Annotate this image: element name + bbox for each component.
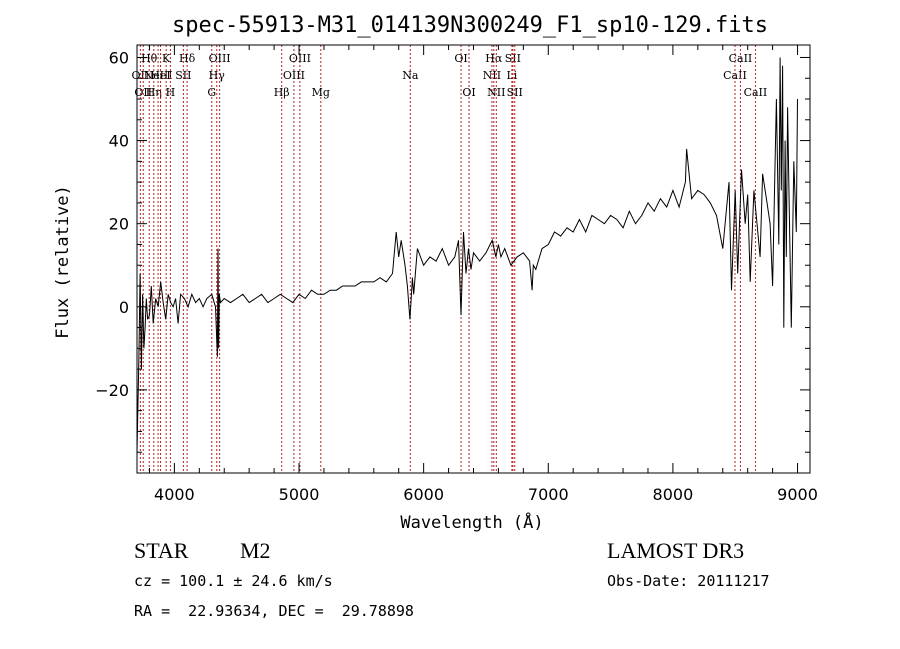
object-class: STAR — [134, 538, 189, 563]
ra-dec: RA = 22.93634, DEC = 29.78898 — [134, 602, 414, 620]
line-marker-label: Hβ — [274, 86, 290, 99]
line-marker-label: Na — [402, 69, 419, 82]
line-marker-label: OIII — [283, 69, 305, 82]
line-marker-label: OIII — [289, 52, 311, 65]
y-axis-label: Flux (relative) — [53, 185, 73, 339]
x-tick-label: 9000 — [777, 485, 818, 504]
y-tick-label: 40 — [109, 132, 129, 151]
plot-frame — [136, 44, 811, 474]
x-tick-label: 8000 — [653, 485, 694, 504]
line-marker-label: CaII — [744, 86, 768, 99]
y-tick-labels: −20 0 20 40 60 — [95, 48, 129, 399]
line-marker-label: HeI — [150, 69, 170, 82]
redshift-cz: cz = 100.1 ± 24.6 km/s — [134, 572, 333, 590]
line-marker-label: H — [166, 86, 176, 99]
y-tick-label: 60 — [109, 48, 129, 67]
x-tick-labels: 4000 5000 6000 7000 8000 9000 — [154, 485, 818, 504]
line-marker-label: Hδ — [179, 52, 196, 65]
spectrum-chart: spec-55913-M31_014139N300249_F1_sp10-129… — [53, 13, 818, 533]
line-marker-label: CaII — [723, 69, 747, 82]
line-marker-label: K — [162, 52, 171, 65]
x-tick-label: 6000 — [403, 485, 444, 504]
line-marker-label: Hθ — [141, 52, 158, 65]
x-tick-label: 4000 — [154, 485, 195, 504]
line-marker-label: CaII — [729, 52, 753, 65]
line-marker-label: OI — [454, 52, 467, 65]
line-marker-label: Hγ — [209, 69, 226, 82]
line-marker-label: Li — [506, 69, 517, 82]
observation-date: Obs-Date: 20111217 — [607, 572, 770, 590]
line-marker-label: OI — [462, 86, 475, 99]
y-tick-label: −20 — [95, 381, 129, 400]
y-tick-label: 0 — [119, 298, 129, 317]
line-marker-label: SII — [175, 69, 191, 82]
line-marker-label: Hα — [485, 52, 503, 65]
line-marker-label: OII — [132, 69, 150, 82]
y-tick-label: 20 — [109, 215, 129, 234]
line-marker-label: SII — [507, 86, 523, 99]
line-marker-label: Mg — [312, 86, 330, 99]
x-tick-label: 7000 — [528, 485, 569, 504]
x-tick-label: 5000 — [279, 485, 320, 504]
line-marker-label: OII — [134, 86, 152, 99]
line-marker-label: OIII — [209, 52, 231, 65]
line-marker-label: G — [207, 86, 216, 99]
object-subclass: M2 — [240, 538, 271, 563]
chart-title: spec-55913-M31_014139N300249_F1_sp10-129… — [172, 13, 768, 38]
survey-name: LAMOST DR3 — [607, 538, 745, 563]
line-marker-label: NII — [487, 86, 505, 99]
line-marker-label: NeIII — [143, 69, 172, 82]
x-axis-label: Wavelength (Å) — [400, 511, 543, 533]
axes-frame — [136, 44, 811, 474]
line-marker-label: NII — [483, 69, 501, 82]
line-marker-label: Hη — [146, 86, 162, 99]
line-marker-label: SII — [505, 52, 521, 65]
spectrum-line — [136, 57, 798, 453]
